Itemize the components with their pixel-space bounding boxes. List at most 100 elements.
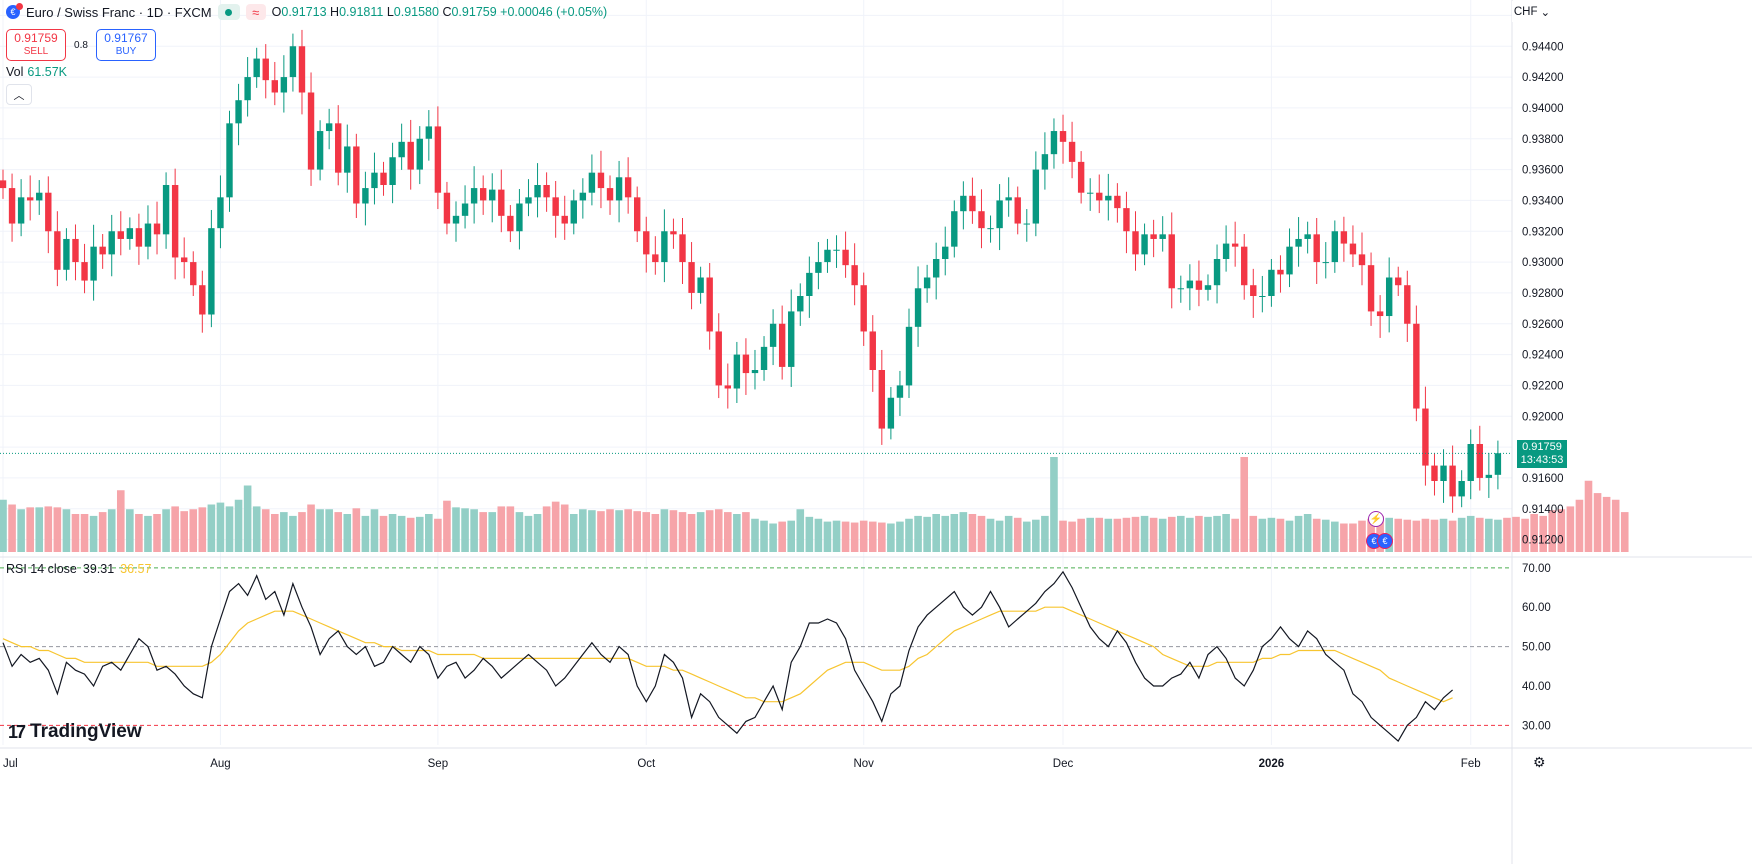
candle-body [869, 331, 876, 370]
volume-bar [325, 509, 333, 552]
volume-bar [98, 512, 107, 552]
volume-bar [216, 502, 225, 552]
price-axis[interactable]: 0.94400 0.94200 0.94000 0.93800 0.93600 0.934… [1522, 41, 1564, 732]
tradingview-mark-icon: 17 [8, 721, 26, 742]
lightning-event-icon[interactable]: ⚡ [1368, 511, 1384, 527]
candle-body [1286, 246, 1293, 275]
volume-legend: Vol 61.57K [6, 65, 68, 79]
price-tick-label: 0.91600 [1522, 473, 1564, 485]
volume-bar [252, 506, 261, 552]
volume-bar [1403, 519, 1412, 552]
rsi-tick-label: 30.00 [1522, 720, 1551, 732]
volume-bar [1231, 518, 1239, 552]
volume-bar [696, 512, 705, 552]
candle-body [724, 385, 731, 389]
volume-bar [1457, 517, 1466, 552]
candle-body [1213, 259, 1221, 286]
volume-value: 61.57K [27, 65, 68, 79]
time-tick-label: Feb [1461, 758, 1481, 770]
candle-body [1168, 234, 1175, 289]
volume-bar [1485, 518, 1493, 552]
volume-bar [1086, 517, 1094, 552]
candle-body [489, 189, 496, 201]
candle-body [552, 197, 559, 216]
volume-bar [298, 512, 306, 552]
candle-body [1431, 465, 1438, 481]
volume-bar [1113, 518, 1122, 552]
collapse-legend-button[interactable]: ︿ [6, 84, 32, 105]
volume-bar [189, 509, 198, 552]
approx-data-icon[interactable]: ≈ [245, 4, 266, 20]
volume-bar [415, 516, 424, 552]
volume-bar [805, 516, 814, 552]
spread-value: 0.8 [74, 39, 88, 51]
volume-bar [705, 510, 714, 552]
gear-icon[interactable]: ⚙ [1533, 754, 1546, 770]
candle-body [896, 385, 904, 398]
buy-button[interactable]: 0.91767 BUY [96, 29, 156, 61]
volume-bar [62, 509, 71, 552]
time-axis[interactable]: Jul Aug Sep Oct Nov Dec 2026 Feb [3, 758, 1481, 770]
volume-bar [144, 515, 152, 552]
volume-bar [17, 509, 25, 552]
candle-body [1114, 195, 1121, 209]
price-tick-label: 0.91400 [1522, 504, 1564, 516]
tradingview-logo[interactable]: 17 TradingView [8, 721, 142, 742]
candle-body [1413, 323, 1420, 409]
volume-bar [452, 507, 460, 552]
candle-body [634, 197, 641, 232]
candle-body [842, 249, 849, 266]
rsi-ma-value: 36.57 [120, 562, 152, 576]
symbol-legend: € Euro / Swiss Franc · 1D · FXCM ≈ O0.91… [6, 3, 607, 20]
candle-body [1087, 192, 1094, 194]
volume-bar [1177, 515, 1185, 552]
volume-bar [1095, 517, 1104, 552]
time-tick-label: Nov [853, 758, 874, 770]
symbol-title[interactable]: Euro / Swiss Franc · 1D · FXCM [26, 4, 212, 20]
candle-body [1485, 474, 1493, 478]
volume-bar [1149, 517, 1158, 552]
last-price-label: 0.91759 13:43:53 [1517, 440, 1567, 468]
candle-body [788, 311, 795, 367]
candle-body [525, 197, 532, 204]
sell-button[interactable]: 0.91759 SELL [6, 29, 66, 61]
volume-bar [660, 509, 669, 552]
volume-bar [425, 514, 433, 552]
rsi-ma-line [2, 606, 1453, 703]
volume-bar [406, 517, 415, 552]
volume-bar [361, 515, 370, 552]
volume-bar [524, 515, 533, 552]
volume-bar [1276, 518, 1285, 552]
volume-bar [1349, 523, 1357, 552]
candle-body [1349, 243, 1357, 255]
candle-body [797, 296, 804, 312]
volume-bar [733, 514, 741, 552]
candle-body [1250, 285, 1257, 296]
candle-body [760, 346, 768, 370]
volume-bar [1584, 480, 1593, 552]
candle-body [923, 277, 931, 289]
candle-body [914, 288, 922, 327]
volume-bar [1539, 515, 1547, 552]
volume-bar [0, 499, 7, 552]
candle-body [534, 185, 541, 198]
candle-body [951, 211, 958, 247]
volume-bar [633, 511, 641, 552]
volume-bar [832, 520, 841, 552]
candle-body [26, 197, 34, 201]
currency-selector[interactable]: CHF ⌄ [1512, 1, 1552, 22]
economic-event-icon[interactable]: € [1377, 533, 1393, 549]
volume-bar [760, 520, 768, 552]
time-tick-label: Aug [210, 758, 230, 770]
market-open-icon[interactable] [217, 4, 240, 20]
candle-body [416, 138, 423, 170]
volume-bar [434, 518, 442, 552]
candle-body [371, 172, 378, 189]
rsi-line [2, 570, 1453, 743]
price-tick-label: 0.94000 [1522, 103, 1564, 115]
volume-bar [606, 509, 614, 552]
candle-body [1041, 154, 1049, 170]
rsi-tick-label: 70.00 [1522, 563, 1551, 575]
candle-body [153, 223, 161, 235]
